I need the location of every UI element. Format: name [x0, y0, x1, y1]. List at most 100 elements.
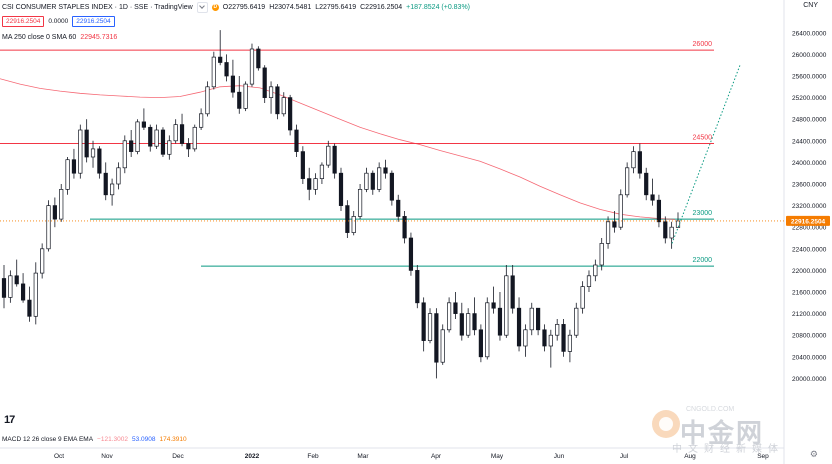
candle	[160, 127, 166, 157]
ohlc-high: H23074.5481	[269, 4, 312, 11]
macd-legend[interactable]: MACD 12 26 close 9 EMA EMA −121.3002 53.…	[2, 436, 187, 443]
candle	[8, 270, 13, 303]
candle	[593, 259, 598, 282]
y-tick-label: 20400.0000	[792, 354, 827, 361]
candle	[396, 194, 401, 222]
candle-body	[319, 164, 325, 179]
buy-price-pill[interactable]: 22916.2504	[72, 16, 115, 27]
candle-body	[491, 302, 496, 309]
candle-body	[364, 172, 369, 190]
x-tick-label: Sep	[757, 453, 769, 460]
candle-body	[65, 159, 70, 190]
candle	[459, 302, 464, 341]
candle-body	[179, 124, 185, 144]
x-tick-label: Nov	[101, 453, 113, 460]
candle	[389, 170, 394, 206]
candle-body	[427, 313, 433, 341]
candle-body	[148, 126, 153, 147]
candle	[199, 108, 204, 130]
candle-body	[275, 86, 280, 115]
candle-body	[669, 226, 674, 239]
candle-body	[109, 183, 115, 196]
candle-body	[567, 334, 573, 352]
candle	[122, 135, 127, 174]
candle	[268, 81, 274, 114]
data-delay-icon[interactable]: D	[211, 4, 219, 11]
candle	[472, 297, 477, 336]
candle	[580, 281, 585, 314]
candle	[669, 221, 674, 249]
candle	[536, 307, 541, 336]
candle	[370, 170, 375, 195]
candle-body	[586, 275, 592, 287]
candle	[364, 167, 369, 193]
gear-icon[interactable]: ⚙	[809, 449, 818, 459]
currency-label[interactable]: CNY	[803, 2, 818, 9]
candle	[256, 46, 261, 71]
candle-body	[300, 151, 305, 179]
tradingview-logo: 17	[4, 414, 15, 426]
candle	[561, 319, 566, 357]
last-price-tag	[786, 215, 830, 226]
candle-body	[408, 237, 414, 271]
candle-body	[637, 151, 642, 174]
watermark-subtitle: 中文财经新媒体	[672, 444, 784, 455]
candle-body	[497, 307, 503, 336]
candle-body	[656, 199, 662, 223]
chevron-down-icon[interactable]	[196, 2, 208, 13]
candle	[663, 216, 668, 244]
candle-body	[71, 159, 77, 174]
candle-body	[122, 140, 127, 169]
candle-body	[434, 313, 439, 363]
candle-body	[516, 307, 522, 347]
candle-body	[27, 299, 32, 317]
y-tick-label: 23600.0000	[792, 182, 827, 189]
candle	[497, 292, 503, 341]
candle-body	[415, 270, 420, 304]
x-tick-label: Dec	[172, 453, 184, 460]
candle-body	[307, 178, 312, 190]
candle-body	[370, 172, 375, 190]
candle-body	[351, 216, 356, 233]
price-pill-row: 22916.2504 0.0000 22916.2504	[2, 16, 115, 27]
moving-average-line	[0, 78, 676, 220]
candle-body	[485, 302, 490, 358]
candle-body	[230, 75, 236, 93]
candle	[167, 135, 172, 160]
candle-body	[40, 248, 45, 274]
ma-legend[interactable]: MA 250 close 0 SMA 60 22945.7316	[2, 34, 117, 41]
candle	[599, 238, 604, 271]
x-tick-label: May	[491, 453, 504, 460]
candle-body	[33, 272, 38, 317]
candle	[307, 167, 312, 201]
candle-body	[396, 199, 401, 217]
candle-body	[377, 167, 382, 190]
y-tick-label: 24000.0000	[792, 160, 827, 167]
y-tick-label: 26000.0000	[792, 52, 827, 59]
candle	[605, 216, 611, 249]
watermark-brand: 中金网	[680, 418, 765, 448]
y-tick-label: 22800.0000	[792, 225, 827, 232]
candle	[631, 146, 636, 174]
candle	[529, 302, 534, 336]
candle-body	[78, 129, 83, 174]
chart-title: CSI CONSUMER STAPLES INDEX · 1D · SSE · …	[2, 4, 193, 11]
candle-body	[249, 48, 255, 85]
spread-value: 0.0000	[48, 18, 69, 25]
candle	[523, 324, 528, 357]
candle-body	[20, 283, 26, 301]
macd-value-2: 53.0908	[131, 436, 156, 443]
candle-body	[154, 129, 159, 147]
candle	[656, 194, 662, 228]
candle-body	[262, 67, 267, 98]
candle-body	[453, 302, 458, 314]
candle-body	[332, 145, 337, 174]
level-label: 26000	[693, 41, 713, 48]
sell-price-pill[interactable]: 22916.2504	[2, 16, 45, 27]
candle-body	[186, 143, 191, 150]
candle-body	[129, 140, 134, 152]
candle-body	[192, 126, 197, 150]
candle	[555, 319, 560, 341]
candle-body	[446, 302, 452, 331]
